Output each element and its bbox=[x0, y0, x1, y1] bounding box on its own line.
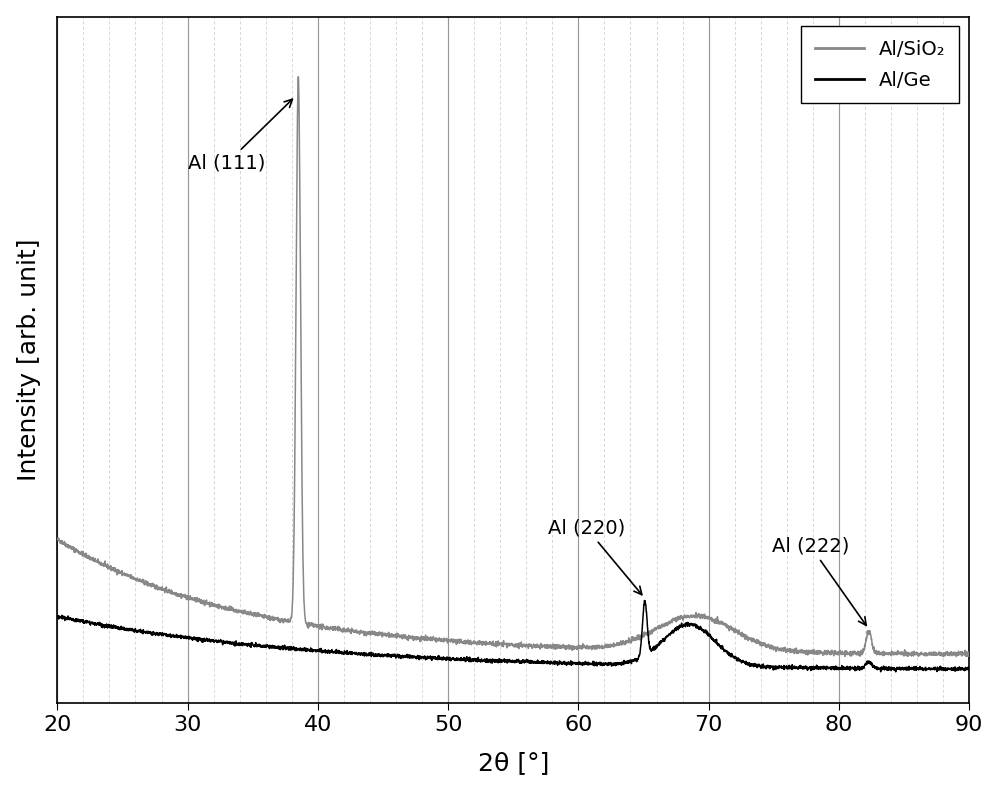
Text: Al (111): Al (111) bbox=[188, 99, 292, 173]
Y-axis label: Intensity [arb. unit]: Intensity [arb. unit] bbox=[17, 238, 41, 481]
X-axis label: 2θ [°]: 2θ [°] bbox=[478, 752, 549, 775]
Text: Al (222): Al (222) bbox=[772, 536, 866, 626]
Legend: Al/SiO₂, Al/Ge: Al/SiO₂, Al/Ge bbox=[801, 26, 959, 103]
Text: Al (220): Al (220) bbox=[548, 518, 642, 595]
